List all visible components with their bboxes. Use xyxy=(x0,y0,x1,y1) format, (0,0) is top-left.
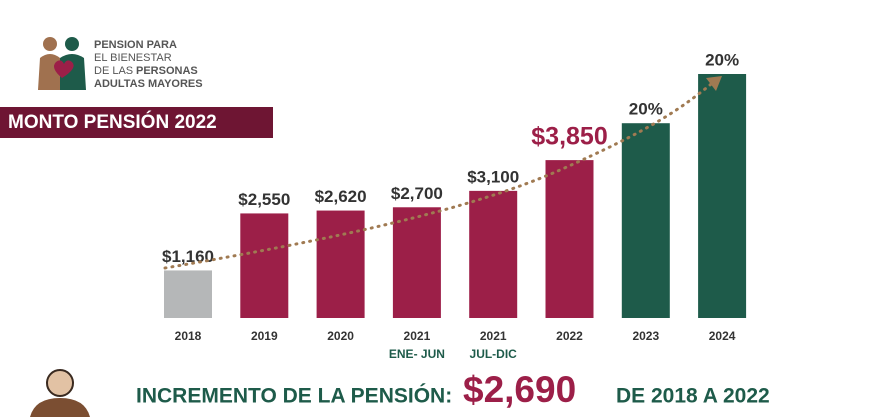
value-label: $2,550 xyxy=(238,190,290,209)
x-tick-label: 2018 xyxy=(175,329,202,343)
bar xyxy=(316,210,365,318)
bar xyxy=(698,74,747,318)
value-label: $3,100 xyxy=(467,167,519,186)
x-tick-label: 2021 xyxy=(404,329,431,343)
x-tick-label: 2022 xyxy=(556,329,583,343)
increase-label: 20% xyxy=(705,50,739,69)
value-label: $1,160 xyxy=(162,247,214,266)
trend-arrow xyxy=(706,76,722,91)
bar xyxy=(392,207,441,318)
chart-title: MONTO PENSIÓN 2022 xyxy=(8,111,217,133)
bar xyxy=(240,213,289,318)
bar xyxy=(621,123,670,318)
x-tick-label: 2021 xyxy=(480,329,507,343)
increase-label: 20% xyxy=(629,100,663,119)
x-tick-label: 2024 xyxy=(709,329,736,343)
portrait xyxy=(30,369,90,417)
logo-text: EL BIENESTAR xyxy=(94,52,172,64)
value-label: $2,700 xyxy=(391,184,443,203)
footer-amount: $2,690 xyxy=(463,369,576,410)
footer-range: DE 2018 A 2022 xyxy=(616,385,770,408)
bar xyxy=(469,190,518,318)
trend-line xyxy=(163,78,718,270)
x-sub-label: ENE- JUN xyxy=(389,347,445,361)
footer-label: INCREMENTO DE LA PENSIÓN: xyxy=(136,384,452,408)
value-label: $2,620 xyxy=(315,187,367,206)
title-banner xyxy=(0,107,273,138)
x-tick-label: 2020 xyxy=(327,329,354,343)
logo-text: PENSION PARA xyxy=(94,39,177,51)
bar xyxy=(164,270,212,318)
logo xyxy=(38,37,86,90)
logo-text: PERSONAS xyxy=(136,65,198,77)
x-tick-label: 2019 xyxy=(251,329,278,343)
value-label: $3,850 xyxy=(531,123,607,151)
logo-text: DE LAS xyxy=(94,65,133,77)
x-sub-label: JUL-DIC xyxy=(470,347,518,361)
bar xyxy=(545,160,594,318)
x-tick-label: 2023 xyxy=(632,329,659,343)
logo-text: ADULTAS MAYORES xyxy=(94,78,203,90)
